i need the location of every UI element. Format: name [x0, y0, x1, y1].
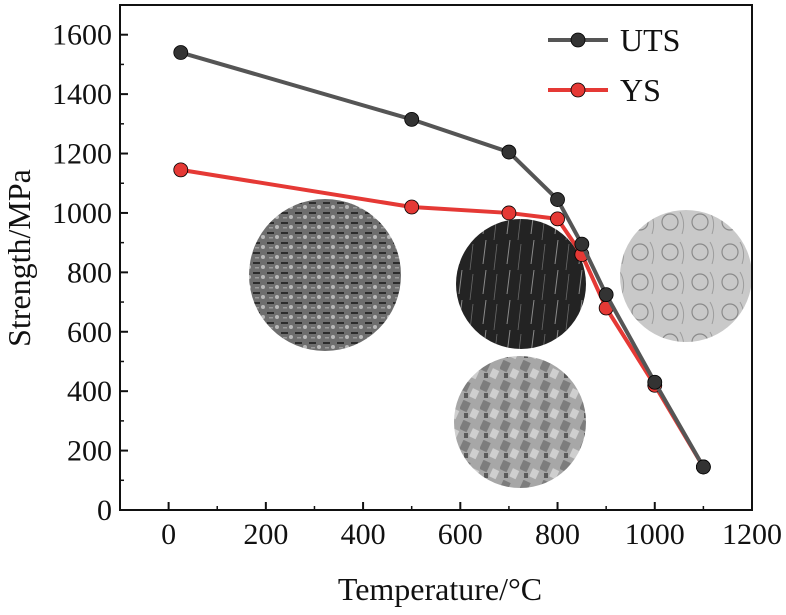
plot-frame	[119, 4, 753, 511]
y-tick-label: 600	[67, 316, 112, 349]
microstructure-inset-2	[456, 219, 586, 349]
data-point-uts	[501, 144, 517, 160]
legend: UTS YS	[548, 22, 680, 108]
y-tick-label: 0	[97, 494, 112, 527]
y-tick-label: 400	[67, 375, 112, 408]
y-tick-label: 200	[67, 435, 112, 468]
series-line-ys	[180, 167, 706, 468]
legend-label: UTS	[620, 22, 680, 58]
legend-marker	[570, 82, 586, 98]
microstructure-inset-1	[249, 199, 401, 351]
y-tick-label: 1200	[52, 138, 112, 171]
x-axis-title: Temperature/°C	[338, 571, 542, 607]
microstructure-inset-4	[454, 356, 586, 488]
x-tick-label: 600	[438, 518, 483, 551]
x-tick-label: 200	[243, 518, 288, 551]
data-point-uts	[404, 111, 420, 127]
series-uts	[173, 45, 711, 475]
microstructure-inset-3	[620, 210, 752, 342]
y-tick-label: 1400	[52, 78, 112, 111]
x-tick-label: 400	[341, 518, 386, 551]
x-tick-label: 0	[161, 518, 176, 551]
legend-label: YS	[620, 72, 661, 108]
microstructure-insets	[249, 199, 752, 488]
legend-item-uts: UTS	[548, 22, 680, 58]
y-tick-label: 1000	[52, 197, 112, 230]
legend-marker	[570, 32, 586, 48]
data-point-uts	[173, 45, 189, 60]
data-point-ys	[404, 199, 420, 215]
legend-item-ys: YS	[548, 72, 661, 108]
x-tick-label: 1000	[625, 518, 685, 551]
data-point-uts	[695, 459, 711, 475]
data-point-uts	[647, 374, 663, 390]
data-point-ys	[550, 211, 565, 227]
series-layer	[173, 45, 711, 475]
y-tick-label: 1600	[52, 19, 112, 52]
x-tick-label: 800	[535, 518, 580, 551]
y-axis-title: Strength/MPa	[1, 169, 37, 347]
data-point-ys	[501, 205, 517, 221]
data-point-uts	[550, 192, 565, 207]
data-point-uts	[598, 287, 614, 303]
y-tick-label: 800	[67, 256, 112, 289]
axes: 0 200 400 600 800 1000 1200 0 200 400 600 800 1000 12…	[52, 4, 782, 551]
series-line-uts	[180, 50, 706, 468]
series-ys	[173, 162, 711, 475]
data-point-uts	[574, 236, 590, 252]
data-point-ys	[173, 162, 189, 178]
x-tick-label: 1200	[722, 518, 782, 551]
